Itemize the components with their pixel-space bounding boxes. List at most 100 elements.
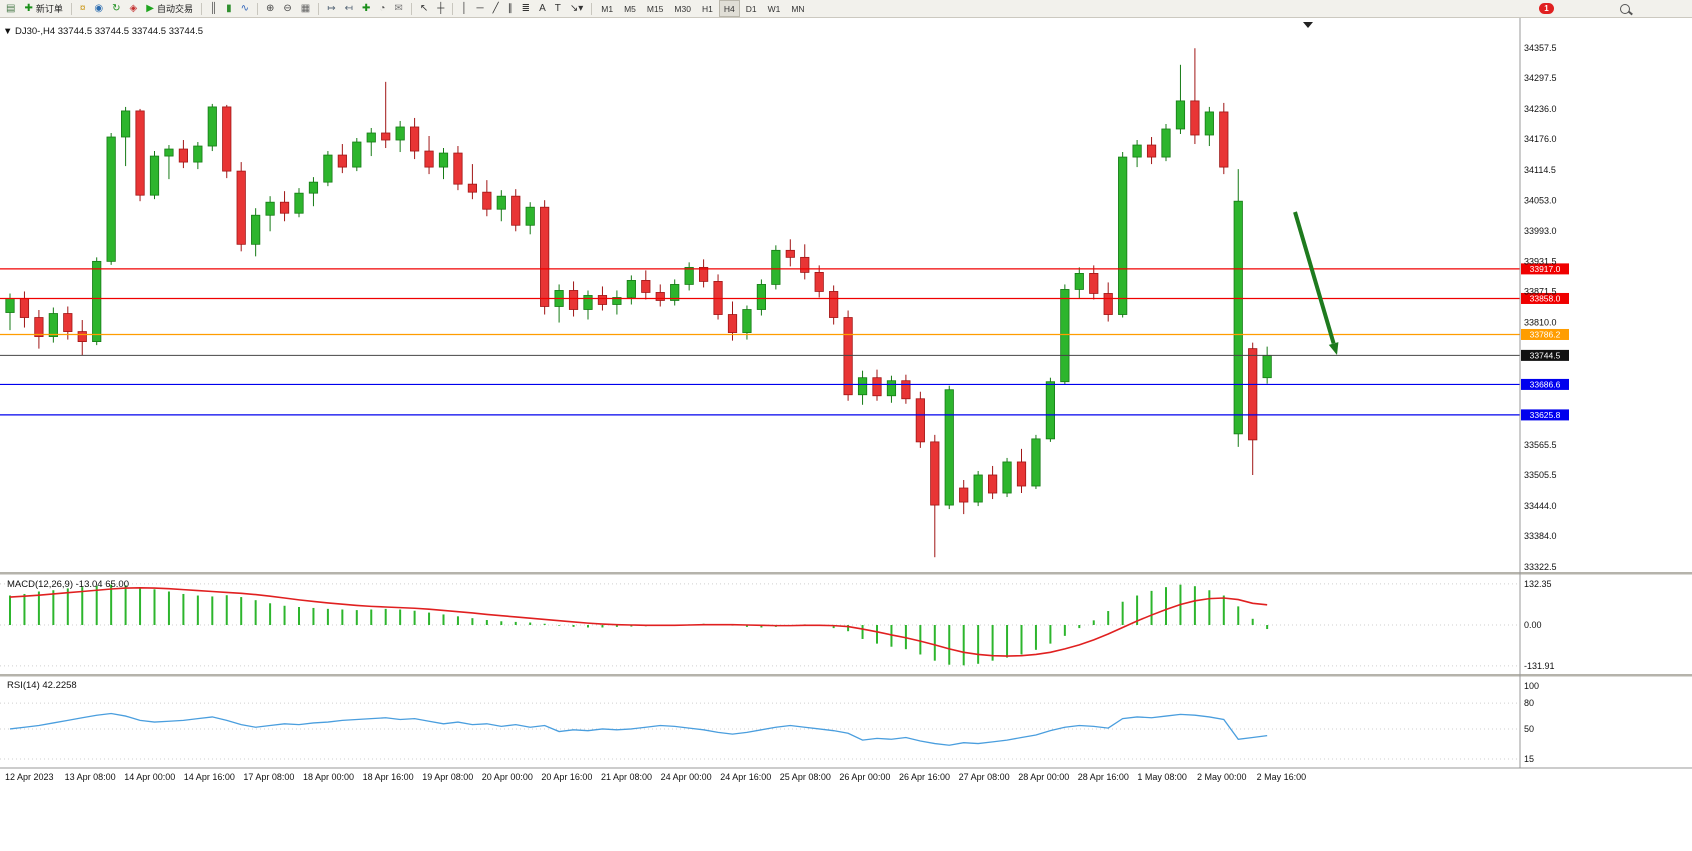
chart-shift-marker[interactable] [1303, 22, 1313, 28]
time-axis-label: 17 Apr 08:00 [243, 772, 294, 782]
zoom-out-icon[interactable]: ⊖ [283, 2, 292, 14]
candle [207, 103, 217, 152]
bars-chart-icon[interactable]: ║ [209, 2, 218, 14]
trend-arrow-head[interactable] [1328, 342, 1339, 355]
line-chart-icon[interactable]: ∿ [240, 2, 249, 14]
candle [1016, 448, 1027, 494]
candle [424, 136, 434, 175]
notification-badge[interactable]: 1 [1539, 3, 1554, 14]
candle [915, 391, 925, 448]
text-icon[interactable]: A [539, 2, 546, 14]
candles-chart-icon[interactable]: ▮ [226, 2, 232, 14]
time-axis-label: 20 Apr 16:00 [541, 772, 592, 782]
candle [294, 188, 304, 218]
candle [409, 117, 420, 160]
candle [872, 369, 882, 401]
price-axis-label: 33322.5 [1524, 562, 1557, 572]
terminal-icon[interactable]: ◈ [129, 2, 138, 14]
rsi-label: RSI(14) 42.2258 [7, 680, 77, 691]
tf-m15[interactable]: M15 [646, 3, 664, 14]
candle [279, 191, 290, 222]
channel-icon[interactable]: ∥ [507, 2, 513, 14]
vertical-line-icon[interactable]: │ [461, 2, 468, 14]
tf-m1[interactable]: M1 [601, 3, 614, 14]
candle [1002, 457, 1012, 498]
candle [901, 374, 911, 404]
candle [540, 200, 550, 315]
candle [121, 106, 131, 167]
candle [1132, 140, 1142, 168]
candle [670, 279, 680, 306]
crosshair-icon[interactable]: ┼ [437, 2, 445, 14]
tf-m30[interactable]: M30 [674, 3, 691, 14]
rsi-axis-label: 100 [1524, 681, 1539, 691]
price-axis-label: 33565.5 [1524, 440, 1557, 450]
tf-d1[interactable]: D1 [745, 3, 757, 14]
time-axis-label: 21 Apr 08:00 [601, 772, 652, 782]
zoom-in-icon[interactable]: ⊕ [265, 2, 275, 14]
label-icon[interactable]: T [554, 2, 561, 14]
refresh-icon[interactable]: ↻ [112, 2, 121, 14]
panel-divider[interactable] [0, 674, 1692, 677]
new-chart-button[interactable]: ▤ [6, 2, 16, 14]
svg-text:33686.6: 33686.6 [1530, 380, 1561, 390]
macd-label: MACD(12,26,9) -13.04 65.00 [7, 579, 129, 590]
market-watch-icon[interactable]: ¤ [79, 2, 86, 14]
price-axis-label: 34176.0 [1524, 134, 1557, 144]
svg-text:33744.5: 33744.5 [1530, 351, 1561, 361]
candle [1204, 106, 1214, 147]
candle [222, 104, 232, 179]
autotrade-button[interactable]: ▶ 自动交易 [146, 2, 193, 14]
candle [857, 370, 868, 405]
candle [829, 285, 839, 325]
rsi-axis-label: 50 [1524, 724, 1534, 734]
tile-windows-icon[interactable]: ▦ [300, 2, 311, 14]
candle [583, 290, 593, 320]
time-axis-label: 28 Apr 00:00 [1018, 772, 1069, 782]
trend-arrow-annotation[interactable] [1293, 211, 1336, 345]
candle [655, 284, 665, 307]
candle [684, 262, 694, 291]
data-window-icon[interactable]: ◉ [94, 2, 104, 14]
time-axis-label: 24 Apr 16:00 [720, 772, 771, 782]
candle [1175, 64, 1186, 134]
candle [1118, 152, 1128, 318]
candle [1146, 137, 1157, 165]
horizontal-line-icon[interactable]: ─ [476, 2, 484, 14]
candle [930, 434, 940, 558]
macd-axis-label: 132.35 [1524, 579, 1552, 589]
candle [988, 465, 998, 500]
auto-scroll-icon[interactable]: ↦ [327, 2, 336, 14]
chart-shift-icon[interactable]: ↤ [344, 2, 353, 14]
time-axis-label: 13 Apr 08:00 [65, 772, 116, 782]
candle [959, 479, 969, 515]
candle [149, 151, 160, 200]
panel-divider[interactable] [0, 572, 1692, 575]
time-axis-label: 2 May 16:00 [1257, 772, 1307, 782]
tf-m5[interactable]: M5 [624, 3, 636, 14]
tf-h4[interactable]: H4 [718, 0, 740, 17]
candle [1233, 169, 1243, 447]
arrows-icon[interactable]: ↘▾ [569, 2, 584, 14]
price-tag: 33917.0 [1521, 263, 1569, 275]
price-tag: 33625.8 [1521, 409, 1569, 421]
time-axis-label: 14 Apr 16:00 [184, 772, 235, 782]
templates-icon[interactable]: ✉ [394, 2, 403, 14]
candle [395, 120, 405, 153]
trendline-icon[interactable]: ╱ [492, 2, 499, 14]
toolbar-gap [1635, 8, 1690, 9]
candle [381, 81, 391, 149]
cursor-icon[interactable]: ↖ [419, 2, 429, 14]
time-axis-label: 24 Apr 00:00 [661, 772, 712, 782]
tf-h1[interactable]: H1 [701, 3, 713, 14]
indicators-icon[interactable]: ✚ [361, 2, 371, 14]
periods-icon[interactable]: ◔ [379, 2, 386, 14]
candle [34, 310, 44, 349]
new-order-button[interactable]: ✚ 新订单 [24, 2, 63, 14]
search-icon[interactable] [1616, 0, 1634, 17]
tf-w1[interactable]: W1 [767, 3, 781, 14]
fibonacci-icon[interactable]: ≣ [521, 2, 531, 14]
collapse-icon[interactable]: ▼ [3, 26, 12, 37]
tf-mn[interactable]: MN [791, 3, 805, 14]
candle [1262, 346, 1272, 384]
